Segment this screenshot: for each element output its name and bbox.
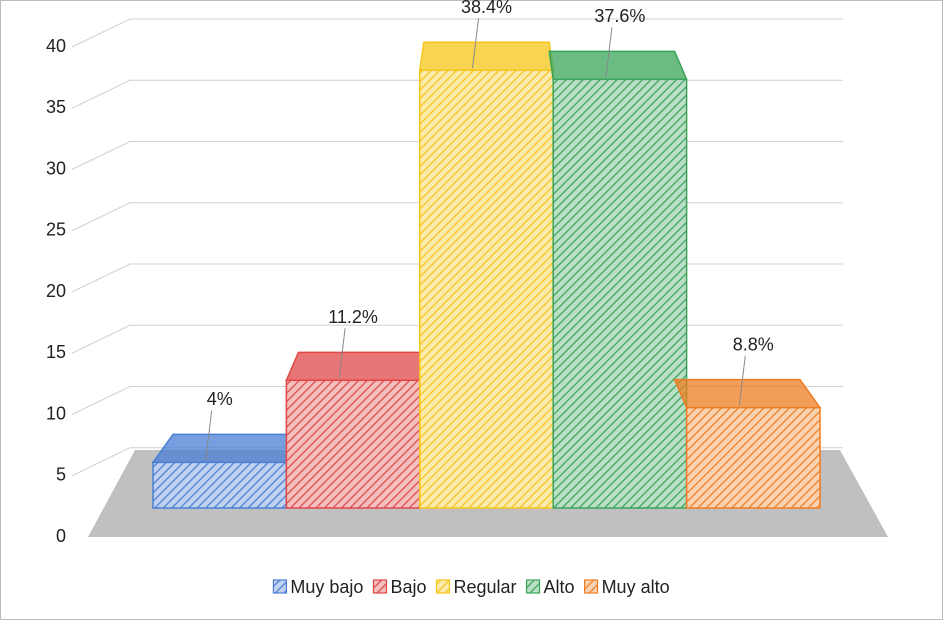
y-tick-label: 20 bbox=[46, 281, 66, 301]
legend-swatch bbox=[525, 579, 541, 594]
value-label: 38.4% bbox=[461, 0, 512, 17]
y-tick-label: 35 bbox=[46, 97, 66, 117]
legend-label: Muy alto bbox=[602, 577, 670, 597]
bar bbox=[685, 406, 821, 509]
legend-swatch bbox=[272, 579, 288, 594]
grid-line bbox=[71, 18, 843, 48]
value-label: 4% bbox=[207, 389, 233, 409]
leader-line bbox=[605, 27, 613, 78]
y-tick-label: 10 bbox=[46, 403, 66, 423]
legend-swatch bbox=[435, 579, 451, 594]
value-label: 8.8% bbox=[733, 334, 774, 354]
bar-top bbox=[548, 50, 688, 81]
legend-label: Regular bbox=[453, 577, 516, 597]
legend-label: Muy bajo bbox=[290, 577, 363, 597]
y-tick-label: 30 bbox=[46, 158, 66, 178]
legend-label: Bajo bbox=[390, 577, 426, 597]
bar bbox=[419, 69, 554, 509]
leader-line bbox=[205, 410, 213, 461]
legend-swatch bbox=[372, 579, 388, 594]
bar-top bbox=[673, 378, 822, 409]
y-tick-label: 25 bbox=[46, 220, 66, 240]
leader-line bbox=[472, 18, 479, 69]
y-tick-label: 0 bbox=[56, 526, 66, 546]
legend: Muy bajo Bajo Regular Alto Muy alto bbox=[272, 577, 670, 597]
bar bbox=[552, 78, 688, 509]
y-tick-label: 5 bbox=[56, 465, 66, 485]
bar-top bbox=[285, 351, 425, 382]
bar-top bbox=[418, 41, 555, 71]
bar bbox=[152, 461, 288, 509]
leader-line bbox=[738, 355, 746, 406]
legend-swatch bbox=[583, 579, 599, 594]
y-tick-label: 40 bbox=[46, 36, 66, 56]
value-label: 11.2% bbox=[328, 307, 378, 327]
y-tick-label: 15 bbox=[46, 342, 66, 362]
legend-label: Alto bbox=[544, 577, 575, 597]
bar-top bbox=[151, 433, 300, 464]
bar bbox=[285, 379, 421, 509]
leader-line bbox=[338, 328, 346, 379]
value-label: 37.6% bbox=[594, 6, 645, 26]
